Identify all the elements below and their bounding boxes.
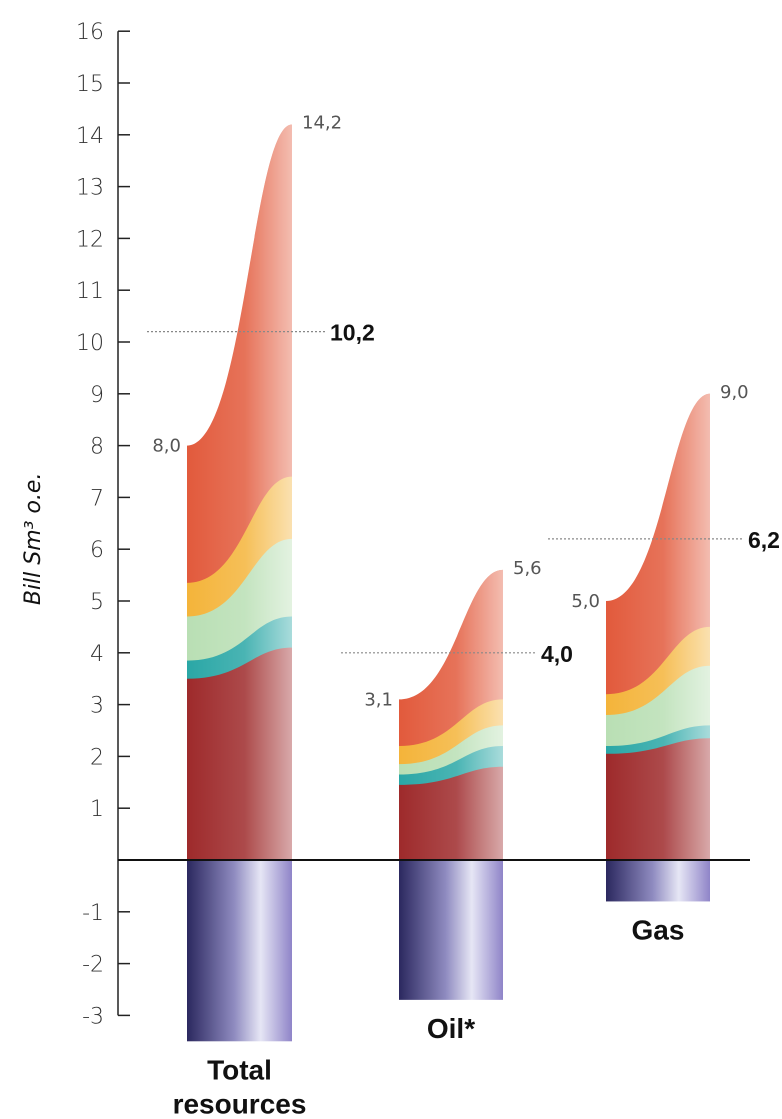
y-tick-label: 11: [76, 279, 104, 304]
y-tick-label: 15: [76, 72, 104, 97]
high-estimate-label: 14,2: [302, 112, 342, 133]
y-tick-label: -1: [82, 901, 104, 926]
bar-sheen: [187, 124, 292, 860]
high-estimate-label: 9,0: [720, 382, 749, 403]
y-tick-label: 13: [76, 176, 104, 201]
y-tick-label: 8: [90, 435, 104, 460]
y-tick-label: 9: [90, 383, 104, 408]
y-tick-label: 3: [90, 694, 104, 719]
y-tick-label: -3: [82, 1004, 104, 1029]
y-tick-label: 5: [90, 590, 104, 615]
y-axis-title: Bill Sm³ o.e.: [21, 473, 46, 606]
y-tick-label: 14: [76, 124, 104, 149]
produced-bar: [606, 860, 710, 902]
low-estimate-label: 8,0: [152, 436, 181, 457]
y-tick-label: 12: [76, 227, 104, 252]
low-estimate-label: 3,1: [364, 689, 393, 710]
high-estimate-label: 5,6: [513, 558, 542, 579]
produced-bar: [399, 860, 503, 1000]
produced-bar: [187, 860, 292, 1042]
y-tick-label: 16: [76, 20, 104, 45]
bar-sheen: [399, 569, 503, 860]
y-tick-label: 1: [90, 797, 104, 822]
bar-sheen: [606, 393, 710, 860]
category-label: resources: [173, 1088, 307, 1119]
y-axis: 16 15 14 13 12 11 10 9 8 7 6 5 4 3 2 1 -1 -2 -3 Bill Sm³ o.…: [21, 20, 130, 1029]
y-tick-label: 2: [90, 745, 104, 770]
y-tick-label: -2: [82, 953, 104, 978]
category-label: Oil*: [427, 1013, 475, 1044]
low-estimate-label: 5,0: [571, 591, 600, 612]
y-tick-label: 7: [90, 486, 104, 511]
expected-value-label: 4,0: [541, 641, 573, 667]
y-tick-label: 4: [90, 642, 104, 667]
expected-value-label: 10,2: [330, 320, 375, 346]
category-label: Gas: [632, 914, 685, 945]
bar-group: [606, 393, 710, 902]
y-tick-label: 6: [90, 538, 104, 563]
category-label: Total: [207, 1054, 272, 1085]
bar-group: [399, 569, 503, 1000]
y-tick-label: 10: [76, 331, 104, 356]
expected-value-label: 6,2: [748, 527, 780, 553]
bar-group: [187, 124, 292, 1042]
bars: [187, 124, 710, 1042]
